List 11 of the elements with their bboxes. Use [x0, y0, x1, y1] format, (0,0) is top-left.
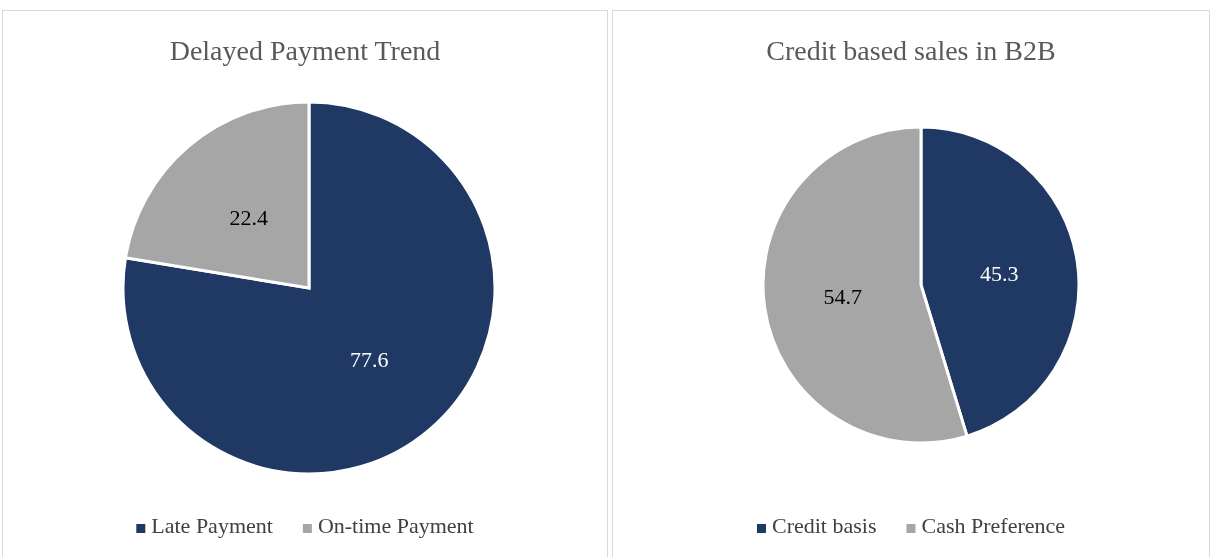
legend-label: Late Payment [151, 513, 273, 538]
chart-title: Credit based sales in B2B [766, 35, 1056, 66]
pie-slice [121, 100, 497, 476]
data-label: 22.4 [229, 204, 269, 230]
data-label: 54.7 [823, 284, 863, 310]
legend-label: On-time Payment [317, 513, 474, 538]
chart-title: Delayed Payment Trend [169, 35, 441, 66]
data-label: 77.6 [349, 346, 389, 372]
legend-label: Cash Preference [921, 513, 1066, 538]
data-label: 45.3 [979, 261, 1019, 287]
legend-label: Credit basis [771, 513, 877, 538]
